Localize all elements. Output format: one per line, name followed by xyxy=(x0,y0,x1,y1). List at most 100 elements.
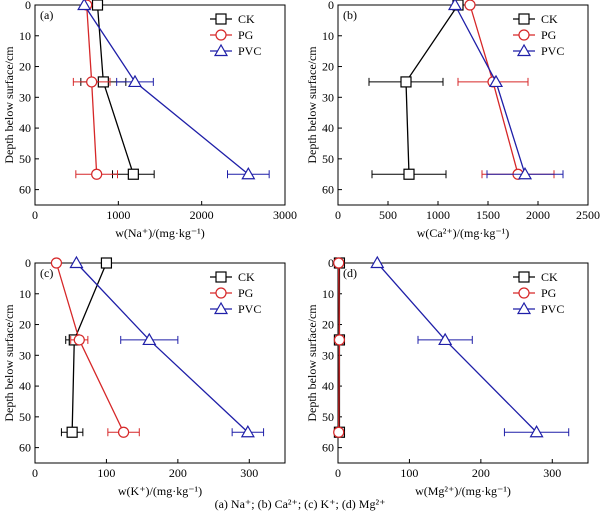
marker xyxy=(333,426,345,438)
marker xyxy=(91,168,103,180)
marker xyxy=(117,426,130,438)
y-tick-label: 10 xyxy=(322,287,334,301)
y-tick-label: 20 xyxy=(322,318,334,332)
x-tick-label: 0 xyxy=(335,208,341,222)
x-tick-label: 300 xyxy=(543,466,561,480)
series-line xyxy=(405,4,459,175)
x-axis-label: w(Ca²⁺)/(mg·kg⁻¹) xyxy=(417,226,510,240)
x-tick-label: 0 xyxy=(335,466,341,480)
x-tick-label: 1000 xyxy=(106,208,130,222)
y-tick-label: 0 xyxy=(328,0,334,12)
y-tick-label: 50 xyxy=(322,152,334,166)
marker xyxy=(240,425,255,438)
legend-marker xyxy=(213,301,229,315)
x-tick-label: 2500 xyxy=(576,208,600,222)
y-axis-label: Depth below surface/cm xyxy=(2,46,16,164)
series-line xyxy=(338,262,341,433)
panel-label: (b) xyxy=(343,8,357,22)
marker xyxy=(403,168,415,180)
y-tick-label: 0 xyxy=(25,0,31,12)
x-tick-label: 0 xyxy=(32,208,38,222)
x-tick-label: 200 xyxy=(169,466,187,480)
y-tick-label: 30 xyxy=(322,90,334,104)
legend-marker xyxy=(213,43,229,57)
plot-frame xyxy=(34,4,286,206)
marker xyxy=(86,76,98,88)
y-tick-label: 20 xyxy=(19,60,31,74)
plot-frame xyxy=(337,262,589,464)
marker xyxy=(73,334,85,346)
legend-label: PVC xyxy=(541,302,564,316)
x-axis-label: w(K⁺)/(mg·kg⁻¹) xyxy=(118,484,202,498)
x-tick-label: 500 xyxy=(379,208,397,222)
y-tick-label: 10 xyxy=(322,29,334,43)
panel-label: (c) xyxy=(40,266,53,280)
legend-label: PG xyxy=(541,286,557,300)
legend-marker xyxy=(215,29,227,41)
marker xyxy=(333,334,346,346)
x-tick-label: 3000 xyxy=(273,208,297,222)
marker xyxy=(529,425,544,438)
legend-label: PG xyxy=(238,286,254,300)
x-axis-label: w(Mg²⁺)/(mg·kg⁻¹) xyxy=(415,484,511,498)
series-line xyxy=(55,262,125,433)
y-tick-label: 40 xyxy=(322,379,334,393)
legend-label: PG xyxy=(238,28,254,42)
y-tick-label: 60 xyxy=(322,183,334,197)
x-tick-label: 100 xyxy=(97,466,115,480)
y-tick-label: 0 xyxy=(25,256,31,270)
marker xyxy=(241,167,256,180)
x-axis-label: w(Na⁺)/(mg·kg⁻¹) xyxy=(115,226,205,240)
y-tick-label: 10 xyxy=(19,29,31,43)
marker xyxy=(447,0,463,11)
legend-label: PVC xyxy=(541,44,564,58)
y-tick-label: 50 xyxy=(19,410,31,424)
y-tick-label: 60 xyxy=(19,183,31,197)
legend-marker xyxy=(518,287,530,299)
marker xyxy=(333,257,345,269)
marker xyxy=(100,257,113,269)
legend-marker xyxy=(516,301,532,315)
marker xyxy=(370,255,385,269)
series-line xyxy=(469,4,519,175)
y-tick-label: 40 xyxy=(19,379,31,393)
legend-label: PVC xyxy=(238,302,261,316)
marker xyxy=(77,0,92,11)
x-tick-label: 200 xyxy=(472,466,490,480)
marker xyxy=(127,74,143,88)
series-line xyxy=(96,4,134,175)
marker xyxy=(438,332,453,346)
y-axis-label: Depth below surface/cm xyxy=(305,46,319,164)
marker xyxy=(517,167,533,180)
x-tick-label: 100 xyxy=(400,466,418,480)
legend-marker xyxy=(518,13,530,25)
marker xyxy=(400,76,412,88)
y-tick-label: 20 xyxy=(19,318,31,332)
legend-marker xyxy=(516,43,532,57)
legend-marker xyxy=(518,29,530,41)
legend-label: PVC xyxy=(238,44,261,58)
legend-marker xyxy=(518,271,530,283)
legend-label: CK xyxy=(541,270,558,284)
legend-marker xyxy=(215,271,227,283)
marker xyxy=(464,0,476,11)
x-tick-label: 2000 xyxy=(526,208,550,222)
y-tick-label: 30 xyxy=(19,90,31,104)
panel-label: (d) xyxy=(343,266,357,280)
y-axis-label: Depth below surface/cm xyxy=(305,304,319,422)
marker xyxy=(142,332,157,346)
marker xyxy=(488,74,504,88)
x-tick-label: 1500 xyxy=(476,208,500,222)
marker xyxy=(69,255,84,269)
x-tick-label: 0 xyxy=(32,466,38,480)
legend-label: CK xyxy=(238,12,255,26)
x-tick-label: 300 xyxy=(240,466,258,480)
y-tick-label: 50 xyxy=(19,152,31,166)
legend-label: CK xyxy=(238,270,255,284)
legend-marker xyxy=(215,13,227,25)
series-line xyxy=(454,4,526,175)
legend-marker xyxy=(215,287,227,299)
y-tick-label: 60 xyxy=(19,441,31,455)
y-tick-label: 20 xyxy=(322,60,334,74)
